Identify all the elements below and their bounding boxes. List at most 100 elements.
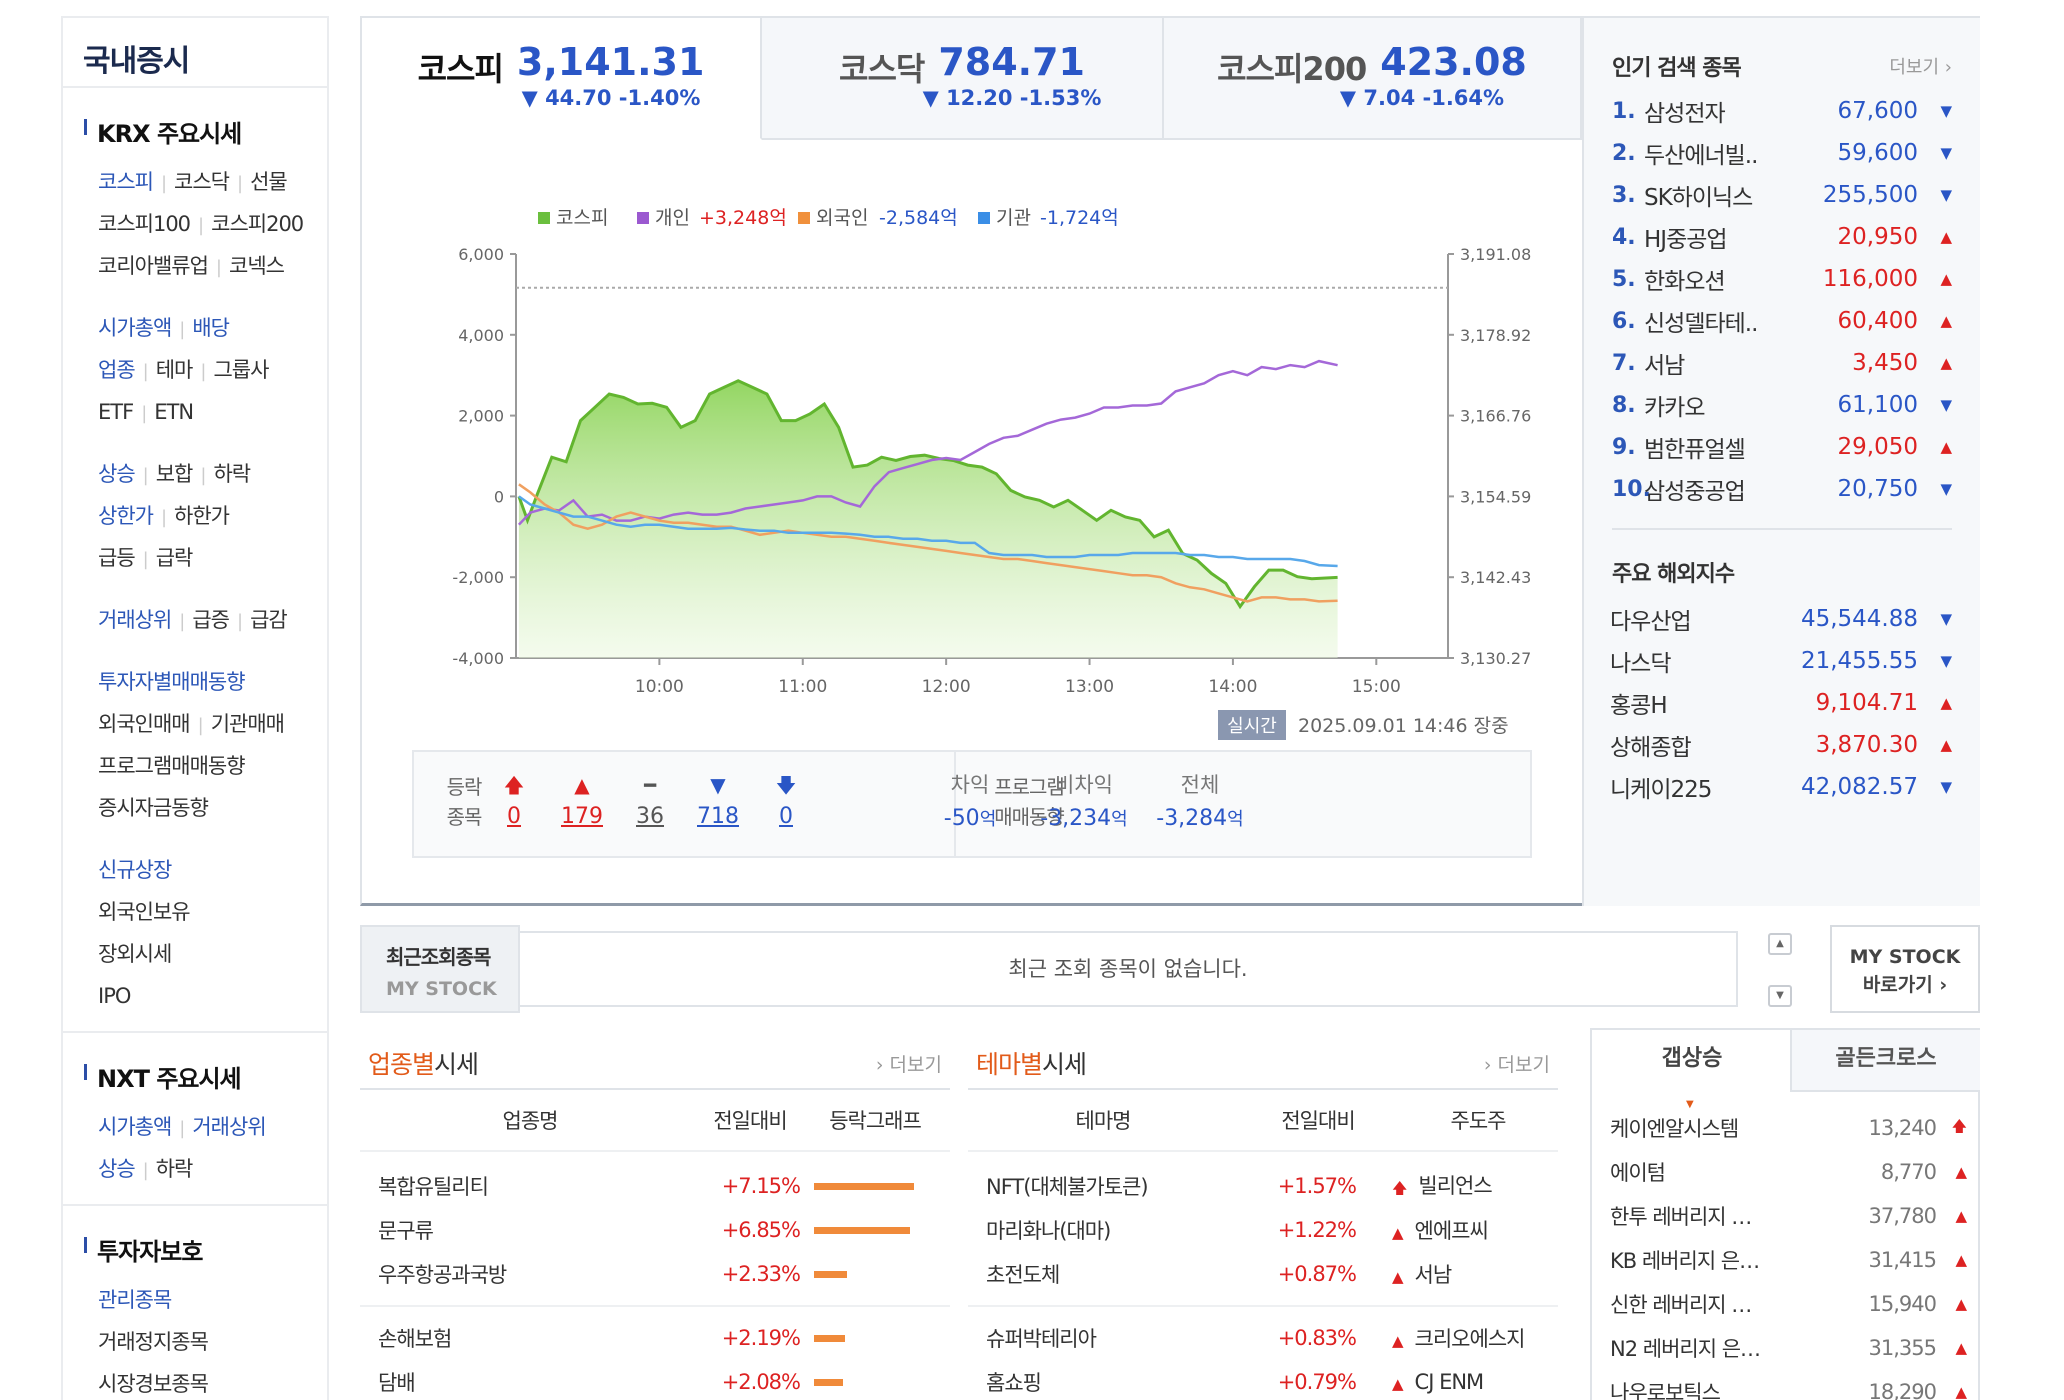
sidebar-link[interactable]: 기관매매 <box>210 712 285 736</box>
sidebar-link[interactable]: 외국인매매 <box>98 712 191 736</box>
theme-more-link[interactable]: › 더보기 <box>1483 1053 1550 1076</box>
sidebar-link[interactable]: 하한가 <box>174 504 230 528</box>
sidebar-link[interactable]: 외국인보유 <box>98 900 191 924</box>
global-index-item[interactable]: 니케이225 42,082.57 ▼ <box>1610 766 1952 808</box>
tab-kosdaq[interactable]: 코스닥 784.71 ▼ 12.20 -1.53% <box>762 18 1164 140</box>
popular-item[interactable]: 1. 삼성전자 67,600 ▼ <box>1612 90 1952 132</box>
popular-item[interactable]: 10. 삼성중공업 20,750 ▼ <box>1612 468 1952 510</box>
sidebar-link[interactable]: 투자자별매매동향 <box>98 670 246 694</box>
popular-item[interactable]: 2. 두산에너빌.. 59,600 ▼ <box>1612 132 1952 174</box>
gap-row[interactable]: N2 레버리지 은… 31,355 ▲ <box>1610 1326 1967 1370</box>
sidebar-link[interactable]: 시가총액 <box>98 316 172 340</box>
gap-row[interactable]: 에이텀 8,770 ▲ <box>1610 1150 1967 1194</box>
sidebar-link[interactable]: 상승 <box>98 462 136 486</box>
sidebar-link[interactable]: ETF <box>98 400 134 424</box>
sidebar-link[interactable]: 급감 <box>250 608 288 632</box>
sidebar-link[interactable]: 코스닥 <box>174 170 230 194</box>
sidebar-link[interactable]: 테마 <box>155 358 194 382</box>
sidebar-link[interactable]: IPO <box>98 984 131 1008</box>
scroll-up-icon[interactable]: ▲ <box>1768 933 1792 955</box>
sector-row[interactable]: 손해보험 +2.19% <box>360 1316 950 1360</box>
sidebar-link[interactable]: 급증 <box>192 608 230 632</box>
tab-golden-cross[interactable]: 골든크로스 <box>1790 1030 1980 1092</box>
sidebar-link[interactable]: 코스피100 <box>98 212 191 236</box>
popular-item[interactable]: 8. 카카오 61,100 ▼ <box>1612 384 1952 426</box>
gap-row[interactable]: 신한 레버리지 … 15,940 ▲ <box>1610 1282 1967 1326</box>
sidebar-link[interactable]: 배당 <box>192 316 230 340</box>
sector-row[interactable]: 문구류 +6.85% <box>360 1208 950 1252</box>
sidebar-link[interactable]: 그룹사 <box>213 358 269 382</box>
sidebar-link[interactable]: 코넥스 <box>229 254 285 278</box>
popular-item[interactable]: 6. 신성델타테.. 60,400 ▲ <box>1612 300 1952 342</box>
sidebar-link[interactable]: 상승 <box>98 1157 136 1181</box>
sidebar-link[interactable]: 코리아밸류업 <box>98 254 209 278</box>
popular-item[interactable]: 9. 범한퓨얼셀 29,050 ▲ <box>1612 426 1952 468</box>
popular-more-link[interactable]: 더보기 › <box>1889 53 1952 79</box>
sidebar-link[interactable]: 거래정지종목 <box>98 1330 209 1354</box>
theme-row[interactable]: 슈퍼박테리아 +0.83% ▲ 크리오에스지 <box>968 1316 1558 1360</box>
theme-title[interactable]: 테마별시세 <box>976 1045 1087 1081</box>
sidebar-link[interactable]: 하락 <box>155 1157 194 1181</box>
sector-more-link[interactable]: › 더보기 <box>875 1053 942 1076</box>
gap-row[interactable]: 나우로보틱스 18,290 ▲ <box>1610 1370 1967 1400</box>
global-index-item[interactable]: 나스닥 21,455.55 ▼ <box>1610 640 1952 682</box>
popular-item[interactable]: 7. 서남 3,450 ▲ <box>1612 342 1952 384</box>
tab-kospi[interactable]: 코스피 3,141.31 ▼ 44.70 -1.40% <box>362 18 762 140</box>
program-value-unit: 억 <box>1227 809 1244 830</box>
sector-row[interactable]: 복합유틸리티 +7.15% <box>360 1164 950 1208</box>
sidebar-link[interactable]: 급락 <box>155 546 194 570</box>
global-index-item[interactable]: 다우산업 45,544.88 ▼ <box>1610 598 1952 640</box>
global-index-item[interactable]: 홍콩H 9,104.71 ▲ <box>1610 682 1952 724</box>
kospi-line <box>517 379 1338 610</box>
breadth-count[interactable]: 🡅 0 <box>474 770 554 834</box>
tab-gap-up[interactable]: 갭상승 ▼ <box>1592 1030 1792 1110</box>
sidebar-link[interactable]: 거래상위 <box>98 608 172 632</box>
scroll-down-icon[interactable]: ▼ <box>1768 985 1792 1007</box>
theme-row[interactable]: 마리화나(대마) +1.22% ▲ 엔에프씨 <box>968 1208 1558 1252</box>
tab-kospi200[interactable]: 코스피200 423.08 ▼ 7.04 -1.64% <box>1164 18 1582 140</box>
sidebar-link[interactable]: 증시자금동향 <box>98 796 209 820</box>
theme-row[interactable]: 홈쇼핑 +0.79% ▲ CJ ENM <box>968 1360 1558 1400</box>
tab-kospi-change: ▼ 44.70 -1.40% <box>521 86 701 110</box>
global-index-item[interactable]: 상해종합 3,870.30 ▲ <box>1610 724 1952 766</box>
sector-graph <box>800 1378 950 1386</box>
sidebar-link[interactable]: 프로그램매매동향 <box>98 754 246 778</box>
sidebar-link[interactable]: 신규상장 <box>98 858 172 882</box>
sector-row[interactable]: 담배 +2.08% <box>360 1360 950 1400</box>
sidebar-title[interactable]: 국내증시 <box>63 18 327 88</box>
sidebar-link[interactable]: 관리종목 <box>98 1288 172 1312</box>
theme-row[interactable]: NFT(대체불가토큰) +1.57% 🡅 빌리언스 <box>968 1164 1558 1208</box>
gap-row[interactable]: 한투 레버리지 … 37,780 ▲ <box>1610 1194 1967 1238</box>
sidebar-link[interactable]: 시장경보종목 <box>98 1372 209 1396</box>
breadth-count[interactable]: ▲ 179 <box>542 770 622 834</box>
sidebar-link[interactable]: 급등 <box>98 546 136 570</box>
sidebar-link[interactable]: 코스피200 <box>211 212 304 236</box>
breadth-count[interactable]: ━ 36 <box>610 770 690 834</box>
gap-row[interactable]: 케이엔알시스템 13,240 🡅 <box>1610 1106 1967 1150</box>
sector-col-name: 업종명 <box>502 1109 559 1133</box>
sidebar-link[interactable]: 보합 <box>155 462 194 486</box>
gap-row[interactable]: KB 레버리지 은… 31,415 ▲ <box>1610 1238 1967 1282</box>
sector-row[interactable]: 우주항공과국방 +2.33% <box>360 1252 950 1296</box>
sidebar-link[interactable]: 선물 <box>250 170 288 194</box>
sidebar-link[interactable]: 코스피 <box>98 170 154 194</box>
sidebar-link[interactable]: 상한가 <box>98 504 154 528</box>
theme-row[interactable]: 초전도체 +0.87% ▲ 서남 <box>968 1252 1558 1296</box>
legend-label: 기관 <box>996 207 1031 229</box>
my-stock-button[interactable]: MY STOCK 바로가기 › <box>1830 925 1980 1013</box>
y-tick-label-left: 0 <box>494 487 504 506</box>
sidebar-link[interactable]: ETN <box>154 400 194 424</box>
program-item-value: -3,284억 <box>1120 800 1280 839</box>
sidebar-link[interactable]: 하락 <box>213 462 251 486</box>
popular-item[interactable]: 5. 한화오션 116,000 ▲ <box>1612 258 1952 300</box>
popular-item[interactable]: 4. HJ중공업 20,950 ▲ <box>1612 216 1952 258</box>
sector-title[interactable]: 업종별시세 <box>368 1045 479 1081</box>
sidebar-link[interactable]: 거래상위 <box>192 1115 266 1139</box>
breadth-count[interactable]: 🡇 0 <box>746 770 826 834</box>
tab-kospi200-name: 코스피200 <box>1217 50 1367 88</box>
sidebar-link[interactable]: 업종 <box>98 358 136 382</box>
sidebar-link[interactable]: 시가총액 <box>98 1115 172 1139</box>
popular-item[interactable]: 3. SK하이닉스 255,500 ▼ <box>1612 174 1952 216</box>
sidebar-link[interactable]: 장외시세 <box>98 942 172 966</box>
breadth-count[interactable]: ▼ 718 <box>678 770 758 834</box>
